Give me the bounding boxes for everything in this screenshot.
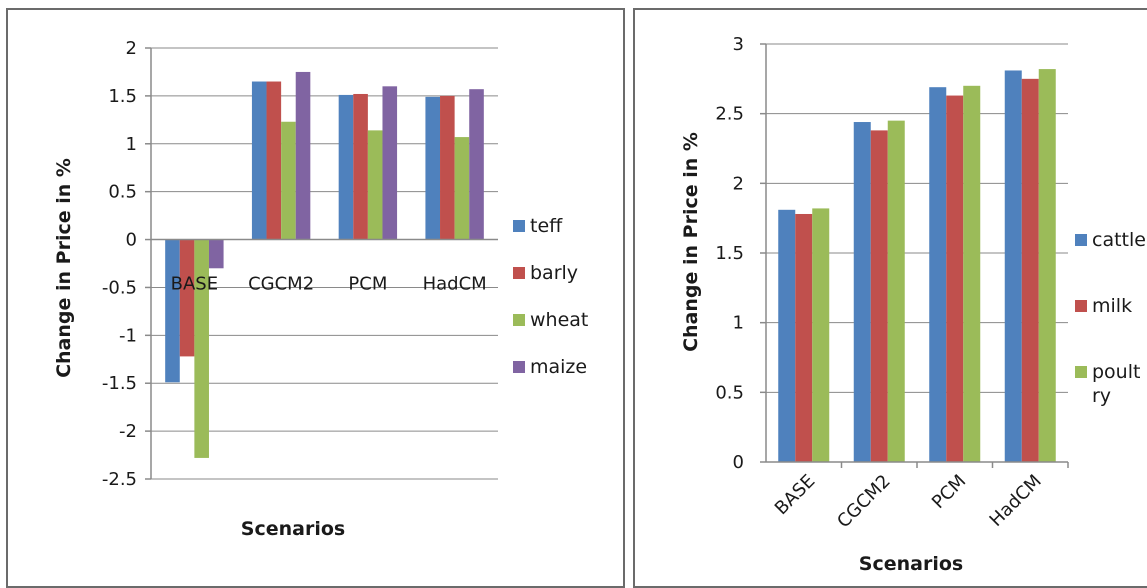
x-tick-label: PCM bbox=[928, 471, 970, 513]
x-tick-label: PCM bbox=[348, 274, 387, 295]
bar-maize-pcm bbox=[382, 86, 398, 240]
y-axis-title: Change in Price in % bbox=[53, 158, 75, 378]
bar-cattle-base bbox=[778, 209, 796, 462]
bar-maize-hadcm bbox=[469, 89, 484, 240]
y-tick-label: -2.5 bbox=[102, 469, 137, 490]
y-tick-label: 2 bbox=[733, 173, 744, 194]
bar-wheat-base bbox=[194, 239, 209, 458]
y-tick-label: 1.5 bbox=[715, 243, 744, 264]
y-tick-label: 0.5 bbox=[108, 182, 137, 203]
legend-label: poult bbox=[1092, 361, 1140, 383]
bar-barly-hadcm bbox=[440, 95, 455, 240]
x-axis-title: Scenarios bbox=[241, 518, 345, 540]
y-tick-label: 1.5 bbox=[108, 86, 137, 107]
y-tick-label: -2 bbox=[119, 421, 137, 442]
right-chart-panel: 3 2.5 2 1.5 1 0.5 0 BASE CGCM2 PCM HadCM Change i… bbox=[633, 8, 1147, 588]
bar-barly-pcm bbox=[353, 93, 368, 240]
legend-swatch bbox=[1075, 300, 1087, 312]
bar-teff-base bbox=[165, 239, 180, 383]
bar-milk-base bbox=[795, 213, 813, 462]
bar-teff-cgcm2 bbox=[251, 81, 267, 240]
x-tick-label: BASE bbox=[771, 471, 819, 519]
legend-swatch bbox=[513, 267, 525, 279]
legend-swatch bbox=[513, 220, 525, 232]
x-tick-label: CGCM2 bbox=[248, 274, 314, 295]
x-tick-label: CGCM2 bbox=[833, 471, 895, 533]
legend-label-teff: teff bbox=[530, 215, 563, 237]
bar-wheat-hadcm bbox=[454, 137, 470, 240]
bar-teff-pcm bbox=[338, 94, 354, 240]
legend-label-barly: barly bbox=[530, 262, 578, 284]
bar-barly-base bbox=[179, 239, 195, 357]
bar-poultry-hadcm bbox=[1038, 69, 1056, 462]
bar-milk-hadcm bbox=[1021, 78, 1039, 462]
bar-maize-cgcm2 bbox=[295, 71, 311, 240]
x-tick-label: HadCM bbox=[423, 274, 487, 295]
legend-swatch bbox=[513, 361, 525, 373]
y-tick-label: 0 bbox=[733, 452, 744, 473]
price-change-crops-chart: 2 1.5 1 0.5 0 -0.5 -1 -1.5 -2 -2.5 BASE CGCM2 PCM Ha… bbox=[53, 38, 588, 540]
y-tick-label: 0 bbox=[126, 230, 137, 251]
y-tick-label: 0.5 bbox=[715, 382, 744, 403]
bar-wheat-cgcm2 bbox=[281, 121, 296, 240]
legend-label: cattle bbox=[1092, 229, 1146, 251]
legend-label: milk bbox=[1092, 295, 1132, 317]
y-tick-label: 3 bbox=[733, 34, 744, 55]
legend-swatch bbox=[1075, 366, 1087, 378]
bar-milk-cgcm2 bbox=[870, 130, 888, 462]
bar-maize-base bbox=[208, 239, 224, 269]
bar-cattle-pcm bbox=[929, 87, 947, 463]
y-tick-label: 2 bbox=[126, 38, 137, 59]
y-tick-label: 1 bbox=[733, 313, 744, 334]
legend-swatch bbox=[1075, 234, 1087, 246]
legend: teff barly wheat maize bbox=[513, 215, 588, 378]
price-change-livestock-chart: 3 2.5 2 1.5 1 0.5 0 BASE CGCM2 PCM HadCM Change i… bbox=[680, 34, 1146, 575]
bar-poultry-base bbox=[812, 208, 830, 462]
bar-poultry-pcm bbox=[963, 85, 981, 463]
bar-wheat-pcm bbox=[367, 130, 383, 240]
legend-label-maize: maize bbox=[530, 356, 587, 378]
x-tick-label: HadCM bbox=[986, 471, 1046, 531]
y-tick-label: 2.5 bbox=[715, 104, 744, 125]
left-chart-panel: 2 1.5 1 0.5 0 -0.5 -1 -1.5 -2 -2.5 BASE CGCM2 PCM Ha… bbox=[6, 8, 625, 588]
bar-poultry-cgcm2 bbox=[887, 120, 905, 462]
legend-label: ry bbox=[1092, 385, 1111, 407]
y-axis-title: Change in Price in % bbox=[680, 132, 702, 352]
bar-cattle-hadcm bbox=[1004, 70, 1022, 462]
y-tick-label: -0.5 bbox=[102, 277, 137, 298]
y-tick-label: 1 bbox=[126, 134, 137, 155]
legend-swatch bbox=[513, 314, 525, 326]
y-tick-label: -1.5 bbox=[102, 373, 137, 394]
bar-barly-cgcm2 bbox=[266, 81, 282, 240]
x-axis-title: Scenarios bbox=[859, 553, 963, 575]
legend-label-wheat: wheat bbox=[530, 309, 588, 331]
x-tick-label: BASE bbox=[171, 274, 218, 295]
bar-cattle-cgcm2 bbox=[853, 122, 871, 462]
y-tick-label: -1 bbox=[119, 325, 137, 346]
bar-milk-pcm bbox=[946, 95, 964, 462]
bar-teff-hadcm bbox=[425, 96, 441, 240]
